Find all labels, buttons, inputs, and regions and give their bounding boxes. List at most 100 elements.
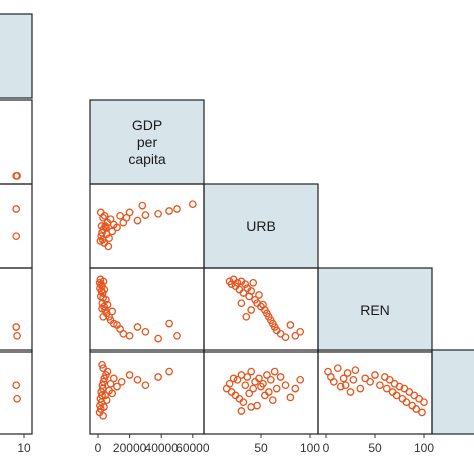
data-point bbox=[237, 299, 246, 308]
data-point bbox=[346, 388, 355, 396]
data-point bbox=[100, 285, 109, 294]
data-point bbox=[117, 377, 126, 386]
data-point bbox=[108, 227, 117, 236]
data-point bbox=[188, 200, 197, 209]
strip-box bbox=[0, 13, 33, 99]
data-point bbox=[165, 207, 173, 215]
x-tick-label-ren: 0 bbox=[323, 441, 330, 455]
data-point bbox=[99, 377, 108, 386]
data-point bbox=[296, 327, 305, 336]
data-point bbox=[259, 379, 267, 388]
data-point bbox=[245, 389, 254, 398]
data-point bbox=[356, 384, 365, 393]
data-point bbox=[249, 384, 258, 393]
data-point bbox=[366, 377, 374, 386]
panel-co2-vs-urb bbox=[0, 183, 33, 269]
data-point bbox=[243, 373, 252, 381]
data-point bbox=[165, 367, 173, 376]
panel-border bbox=[0, 183, 33, 269]
data-point bbox=[281, 333, 290, 342]
data-point bbox=[392, 391, 401, 400]
strip-box bbox=[317, 267, 433, 353]
data-point bbox=[109, 374, 118, 383]
data-point bbox=[12, 205, 21, 213]
panel-border bbox=[203, 349, 319, 435]
panel-border bbox=[0, 349, 33, 435]
data-point bbox=[99, 364, 108, 373]
data-point bbox=[229, 374, 238, 383]
data-point bbox=[13, 394, 21, 403]
x-tick-label-gdp: 0 bbox=[95, 441, 102, 455]
x-tick-label-gdp: 60000 bbox=[176, 441, 210, 455]
data-point bbox=[106, 215, 115, 224]
data-point bbox=[12, 232, 21, 241]
data-point bbox=[276, 373, 285, 381]
panel-gdp-vs-urb bbox=[89, 183, 205, 269]
strip-panel-ren: REN bbox=[317, 267, 433, 353]
data-point bbox=[339, 374, 348, 383]
data-point bbox=[113, 223, 121, 232]
data-point bbox=[125, 371, 134, 379]
data-point bbox=[291, 331, 300, 340]
strip-label-gdp-1: per bbox=[137, 134, 158, 150]
data-point bbox=[371, 371, 379, 379]
strip-label-ren-0: REN bbox=[360, 302, 390, 318]
data-point bbox=[351, 366, 360, 375]
data-point bbox=[100, 211, 109, 220]
data-point bbox=[133, 216, 142, 225]
data-point bbox=[99, 312, 108, 321]
x-tick-label-ren: 50 bbox=[368, 441, 382, 455]
data-point bbox=[116, 211, 124, 220]
x-tick-label-ren: 100 bbox=[414, 441, 434, 455]
x-tick-label-gdp: 20000 bbox=[113, 441, 147, 455]
data-point bbox=[242, 312, 251, 321]
data-point bbox=[133, 323, 142, 331]
data-point bbox=[154, 373, 162, 381]
strip-box bbox=[431, 349, 474, 435]
panel-gdp-vs-v5 bbox=[89, 349, 205, 435]
data-point bbox=[241, 280, 250, 289]
data-point bbox=[281, 381, 290, 390]
data-point bbox=[336, 382, 345, 391]
strip-box bbox=[203, 183, 319, 269]
data-point bbox=[247, 367, 256, 376]
data-point bbox=[173, 331, 181, 340]
data-point bbox=[154, 209, 162, 218]
data-point bbox=[104, 242, 113, 251]
panel-border bbox=[0, 267, 33, 353]
data-point bbox=[141, 381, 150, 390]
data-point bbox=[102, 396, 111, 405]
strip-panel-urb: URB bbox=[203, 183, 319, 269]
data-point bbox=[241, 381, 250, 390]
strip-label-gdp-0: GDP bbox=[132, 117, 162, 133]
data-point bbox=[239, 398, 248, 407]
data-point bbox=[108, 389, 117, 398]
panel-border bbox=[203, 267, 319, 353]
data-point bbox=[395, 382, 404, 391]
data-point bbox=[113, 382, 121, 391]
data-point bbox=[125, 208, 134, 217]
data-point bbox=[333, 364, 342, 373]
x-tick-label-co2: 10 bbox=[17, 441, 31, 455]
data-point bbox=[341, 381, 350, 390]
strip-box bbox=[89, 99, 205, 185]
data-point bbox=[119, 329, 128, 338]
data-point bbox=[103, 300, 112, 309]
x-tick-label-urb: 100 bbox=[300, 441, 320, 455]
data-point bbox=[99, 411, 107, 420]
panel-urb-vs-ren bbox=[203, 267, 319, 353]
data-point bbox=[13, 331, 21, 340]
data-point bbox=[98, 304, 106, 313]
panel-co2-vs-ren bbox=[0, 267, 33, 353]
data-point bbox=[402, 398, 411, 407]
data-point bbox=[239, 289, 248, 297]
data-point bbox=[173, 205, 181, 213]
data-point bbox=[291, 384, 300, 393]
data-point bbox=[12, 381, 21, 390]
data-point bbox=[154, 334, 162, 343]
data-point bbox=[138, 201, 147, 210]
data-point bbox=[101, 391, 109, 400]
data-point bbox=[225, 379, 234, 388]
